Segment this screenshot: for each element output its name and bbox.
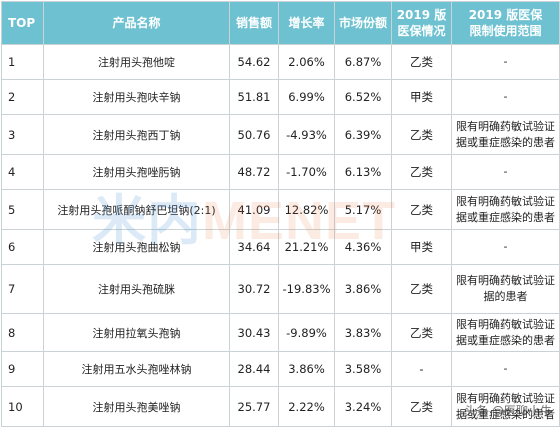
sales-cell: 30.43 — [229, 313, 279, 352]
market-share-cell: 3.86% — [334, 264, 392, 314]
insurance-cell: 乙类 — [391, 313, 452, 352]
top-cell: 1 — [1, 44, 44, 80]
top-cell: 7 — [1, 264, 44, 314]
growth-cell: 21.21% — [278, 229, 335, 265]
insurance-cell: 乙类 — [391, 44, 452, 80]
header-insurance: 2019 版医保情况 — [391, 1, 452, 45]
insurance-cell: 乙类 — [391, 264, 452, 314]
product-name-cell: 注射用五水头孢唑林钠 — [43, 351, 230, 387]
product-name-cell: 注射用头孢西丁钠 — [43, 114, 230, 155]
restriction-scope-cell: 限有明确药敏试验证据或重症感染的患者 — [451, 386, 560, 427]
sales-cell: 54.62 — [229, 44, 279, 80]
sales-cell: 34.64 — [229, 229, 279, 265]
sales-cell: 50.76 — [229, 114, 279, 155]
top-cell: 5 — [1, 189, 44, 230]
header-market-share: 市场份额 — [334, 1, 392, 45]
market-share-cell: 3.58% — [334, 351, 392, 387]
table-row: 8 注射用拉氧头孢钠 30.43 -9.89% 3.83% 乙类 限有明确药敏试验证据或重症… — [1, 313, 560, 352]
table-row: 6 注射用头孢曲松钠 34.64 21.21% 4.36% 甲类 - — [1, 229, 560, 265]
sales-cell: 30.72 — [229, 264, 279, 314]
growth-cell: 3.86% — [278, 351, 335, 387]
restriction-scope-cell: 限有明确药敏试验证据的患者 — [451, 264, 560, 314]
product-name-cell: 注射用头孢硫脒 — [43, 264, 230, 314]
growth-cell: 12.82% — [278, 189, 335, 230]
header-restriction-scope: 2019 版医保 限制使用范围 — [451, 1, 560, 45]
restriction-scope-cell: - — [451, 154, 560, 190]
product-name-cell: 注射用头孢曲松钠 — [43, 229, 230, 265]
table-row: 9 注射用五水头孢唑林钠 28.44 3.86% 3.58% - - — [1, 351, 560, 387]
restriction-scope-cell: 限有明确药敏试验证据或重症感染的患者 — [451, 189, 560, 230]
market-share-cell: 6.39% — [334, 114, 392, 155]
product-name-cell: 注射用头孢唑肟钠 — [43, 154, 230, 190]
restriction-scope-cell: - — [451, 229, 560, 265]
header-top: TOP — [1, 1, 44, 45]
top-cell: 6 — [1, 229, 44, 265]
insurance-cell: 乙类 — [391, 114, 452, 155]
table-row: 2 注射用头孢呋辛钠 51.81 6.99% 6.52% 甲类 - — [1, 79, 560, 115]
sales-cell: 51.81 — [229, 79, 279, 115]
sales-cell: 41.09 — [229, 189, 279, 230]
table-row: 10 注射用头孢美唑钠 25.77 2.22% 3.24% 乙类 限有明确药敏试验证据或重症… — [1, 386, 560, 427]
table-row: 4 注射用头孢唑肟钠 48.72 -1.70% 6.13% 乙类 - — [1, 154, 560, 190]
top-cell: 8 — [1, 313, 44, 352]
restriction-scope-cell: 限有明确药敏试验证据或重症感染的患者 — [451, 114, 560, 155]
top-cell: 2 — [1, 79, 44, 115]
restriction-scope-cell: - — [451, 79, 560, 115]
header-growth: 增长率 — [278, 1, 335, 45]
product-name-cell: 注射用头孢他啶 — [43, 44, 230, 80]
table-row: 5 注射用头孢哌酮钠舒巴坦钠(2:1) 41.09 12.82% 5.17% 乙类 限有明确… — [1, 189, 560, 230]
product-name-cell: 注射用头孢呋辛钠 — [43, 79, 230, 115]
insurance-cell: 甲类 — [391, 229, 452, 265]
growth-cell: -1.70% — [278, 154, 335, 190]
sales-cell: 28.44 — [229, 351, 279, 387]
market-share-cell: 4.36% — [334, 229, 392, 265]
market-share-cell: 6.87% — [334, 44, 392, 80]
market-share-cell: 6.13% — [334, 154, 392, 190]
insurance-cell: 甲类 — [391, 79, 452, 115]
market-share-cell: 6.52% — [334, 79, 392, 115]
growth-cell: 2.06% — [278, 44, 335, 80]
sales-cell: 48.72 — [229, 154, 279, 190]
market-share-cell: 5.17% — [334, 189, 392, 230]
product-name-cell: 注射用拉氧头孢钠 — [43, 313, 230, 352]
growth-cell: 2.22% — [278, 386, 335, 427]
top-cell: 4 — [1, 154, 44, 190]
growth-cell: -19.83% — [278, 264, 335, 314]
restriction-scope-cell: - — [451, 44, 560, 80]
header-row: TOP 产品名称 销售额 增长率 市场份额 2019 版医保情况 2019 版医… — [1, 1, 560, 45]
growth-cell: -9.89% — [278, 313, 335, 352]
table-row: 3 注射用头孢西丁钠 50.76 -4.93% 6.39% 乙类 限有明确药敏试验证据或重症… — [1, 114, 560, 155]
top-cell: 9 — [1, 351, 44, 387]
growth-cell: 6.99% — [278, 79, 335, 115]
insurance-cell: 乙类 — [391, 154, 452, 190]
header-sales: 销售额 — [229, 1, 279, 45]
insurance-cell: 乙类 — [391, 189, 452, 230]
insurance-cell: - — [391, 351, 452, 387]
restriction-scope-cell: - — [451, 351, 560, 387]
table-row: 7 注射用头孢硫脒 30.72 -19.83% 3.86% 乙类 限有明确药敏试验证据的患者 — [1, 264, 560, 314]
product-name-cell: 注射用头孢哌酮钠舒巴坦钠(2:1) — [43, 189, 230, 230]
growth-cell: -4.93% — [278, 114, 335, 155]
header-product-name: 产品名称 — [43, 1, 230, 45]
top-cell: 10 — [1, 386, 44, 427]
market-share-cell: 3.83% — [334, 313, 392, 352]
restriction-scope-cell: 限有明确药敏试验证据或重症感染的患者 — [451, 313, 560, 352]
top-cell: 3 — [1, 114, 44, 155]
product-name-cell: 注射用头孢美唑钠 — [43, 386, 230, 427]
table-row: 1 注射用头孢他啶 54.62 2.06% 6.87% 乙类 - — [1, 44, 560, 80]
